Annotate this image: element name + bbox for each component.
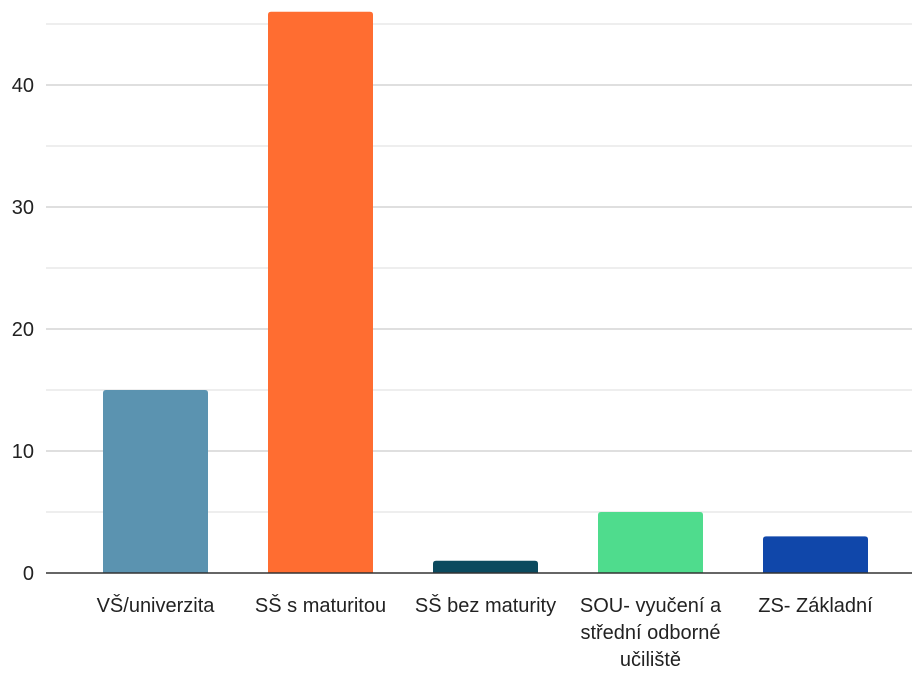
y-tick-label: 40 — [12, 75, 34, 97]
y-tick-label: 30 — [12, 197, 34, 219]
x-category-label: SŠ s maturitou — [255, 594, 386, 617]
x-axis-category-labels: VŠ/univerzita SŠ s maturitou SŠ bez maturi… — [97, 594, 874, 671]
bar — [433, 560, 538, 573]
x-category-label: VŠ/univerzita — [97, 594, 216, 617]
y-tick-label: 20 — [12, 319, 34, 341]
bar — [598, 512, 703, 573]
bar — [103, 390, 208, 573]
bars — [103, 11, 868, 574]
y-axis-tick-labels: 0 10 20 30 40 — [12, 75, 34, 585]
x-category-label: ZS- Základní — [758, 595, 873, 617]
bar — [268, 11, 373, 574]
y-tick-label: 0 — [23, 563, 34, 585]
y-tick-label: 10 — [12, 441, 34, 463]
bar — [763, 536, 868, 573]
x-category-label: SOU- vyučení a střední odborné učiliště — [580, 595, 722, 671]
x-category-label: SŠ bez maturity — [415, 594, 556, 617]
